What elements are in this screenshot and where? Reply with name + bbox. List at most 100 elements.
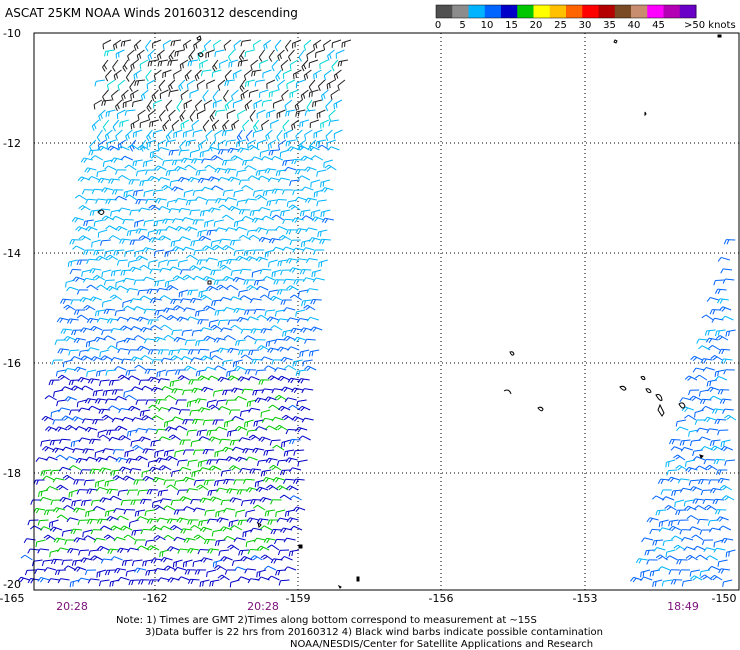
- wind-barb: [241, 388, 254, 394]
- wind-barb: [673, 454, 686, 461]
- lat-label-16s: -16: [3, 357, 21, 370]
- wind-barb: [719, 485, 733, 491]
- wind-barb: [85, 226, 98, 232]
- wind-barb: [235, 509, 246, 518]
- wind-barb: [135, 255, 148, 261]
- wind-barb: [110, 556, 123, 561]
- wind-barb: [188, 49, 195, 62]
- wind-barb: [168, 434, 181, 441]
- wind-barb: [93, 249, 105, 256]
- wind-barb: [287, 146, 300, 152]
- wind-barb: [43, 509, 56, 516]
- wind-barb: [145, 198, 157, 204]
- wind-barb: [37, 519, 49, 526]
- wind-barb: [681, 537, 694, 542]
- wind-barb: [209, 109, 216, 122]
- wind-barb: [206, 229, 218, 236]
- wind-barb: [185, 139, 196, 147]
- wind-barb: [263, 449, 275, 456]
- wind-barb: [50, 558, 63, 565]
- wind-barb: [83, 219, 94, 227]
- wind-barb: [86, 369, 97, 377]
- wind-barb: [670, 446, 683, 451]
- wind-barb: [684, 375, 698, 381]
- wind-barb: [205, 199, 217, 205]
- wind-barb: [192, 449, 205, 456]
- wind-barb: [56, 514, 69, 521]
- wind-barb: [158, 406, 171, 412]
- wind-barb: [158, 436, 171, 441]
- wind-barb: [217, 176, 230, 182]
- wind-barb: [244, 79, 256, 88]
- wind-barb: [131, 386, 144, 391]
- wind-barb: [94, 309, 106, 317]
- wind-barb: [148, 237, 161, 243]
- wind-barb: [166, 259, 178, 266]
- wind-barb: [126, 429, 138, 437]
- wind-barb: [234, 365, 247, 372]
- wind-barb: [60, 298, 72, 305]
- wind-barb: [251, 69, 262, 77]
- wind-barb: [34, 568, 47, 574]
- wind-barb: [115, 49, 125, 59]
- wind-barb: [154, 449, 165, 458]
- wind-barb: [214, 365, 227, 371]
- wind-barb: [695, 465, 708, 471]
- wind-barb: [280, 527, 293, 534]
- wind-barb: [205, 257, 218, 263]
- wind-barb: [289, 525, 303, 531]
- wind-barb: [677, 519, 689, 526]
- wind-barb: [321, 187, 334, 193]
- wind-barb: [273, 538, 286, 545]
- wind-barb: [705, 555, 718, 561]
- wind-barb: [720, 268, 733, 274]
- wind-barb: [142, 247, 155, 253]
- wind-barb: [190, 357, 203, 362]
- wind-barb: [226, 488, 239, 494]
- wind-barb: [194, 309, 206, 317]
- wind-barb: [177, 259, 188, 268]
- wind-barb: [121, 559, 133, 567]
- wind-barb: [172, 559, 183, 568]
- wind-barb: [223, 535, 236, 541]
- wind-barb: [90, 499, 102, 506]
- wind-barb: [173, 336, 186, 343]
- wind-barb: [171, 388, 184, 394]
- wind-barb: [285, 109, 296, 117]
- wind-barb: [100, 355, 113, 361]
- wind-barb: [655, 509, 667, 516]
- wind-barb: [696, 427, 709, 433]
- wind-barb: [222, 244, 235, 251]
- wind-barb: [138, 235, 152, 241]
- wind-barb: [82, 448, 95, 454]
- wind-barb: [222, 119, 230, 132]
- wind-barb: [299, 269, 312, 275]
- wind-barb: [716, 516, 729, 522]
- wind-barb: [188, 379, 200, 385]
- wind-barb: [43, 567, 57, 572]
- wind-barb: [192, 559, 203, 567]
- wind-barb: [165, 139, 176, 147]
- wind-barb: [165, 369, 177, 377]
- wind-barb: [136, 516, 149, 521]
- wind-barb: [185, 226, 198, 232]
- wind-barb: [202, 89, 209, 102]
- wind-barb: [78, 437, 91, 443]
- wind-barb: [102, 389, 114, 397]
- wind-barb: [112, 475, 125, 481]
- wind-barb: [206, 399, 217, 408]
- wind-barb: [209, 349, 220, 358]
- wind-barb: [97, 229, 108, 238]
- wind-barb: [222, 446, 235, 453]
- wind-barb: [215, 227, 228, 233]
- wind-barb: [286, 285, 299, 291]
- wind-barb: [130, 59, 139, 71]
- wind-barb: [97, 177, 110, 184]
- wind-barb: [303, 39, 312, 51]
- wind-barb: [117, 348, 130, 354]
- wind-barb: [197, 348, 210, 355]
- wind-barb: [262, 476, 275, 483]
- wind-barb: [122, 59, 129, 72]
- wind-barb: [288, 549, 300, 557]
- wind-barb: [96, 169, 107, 178]
